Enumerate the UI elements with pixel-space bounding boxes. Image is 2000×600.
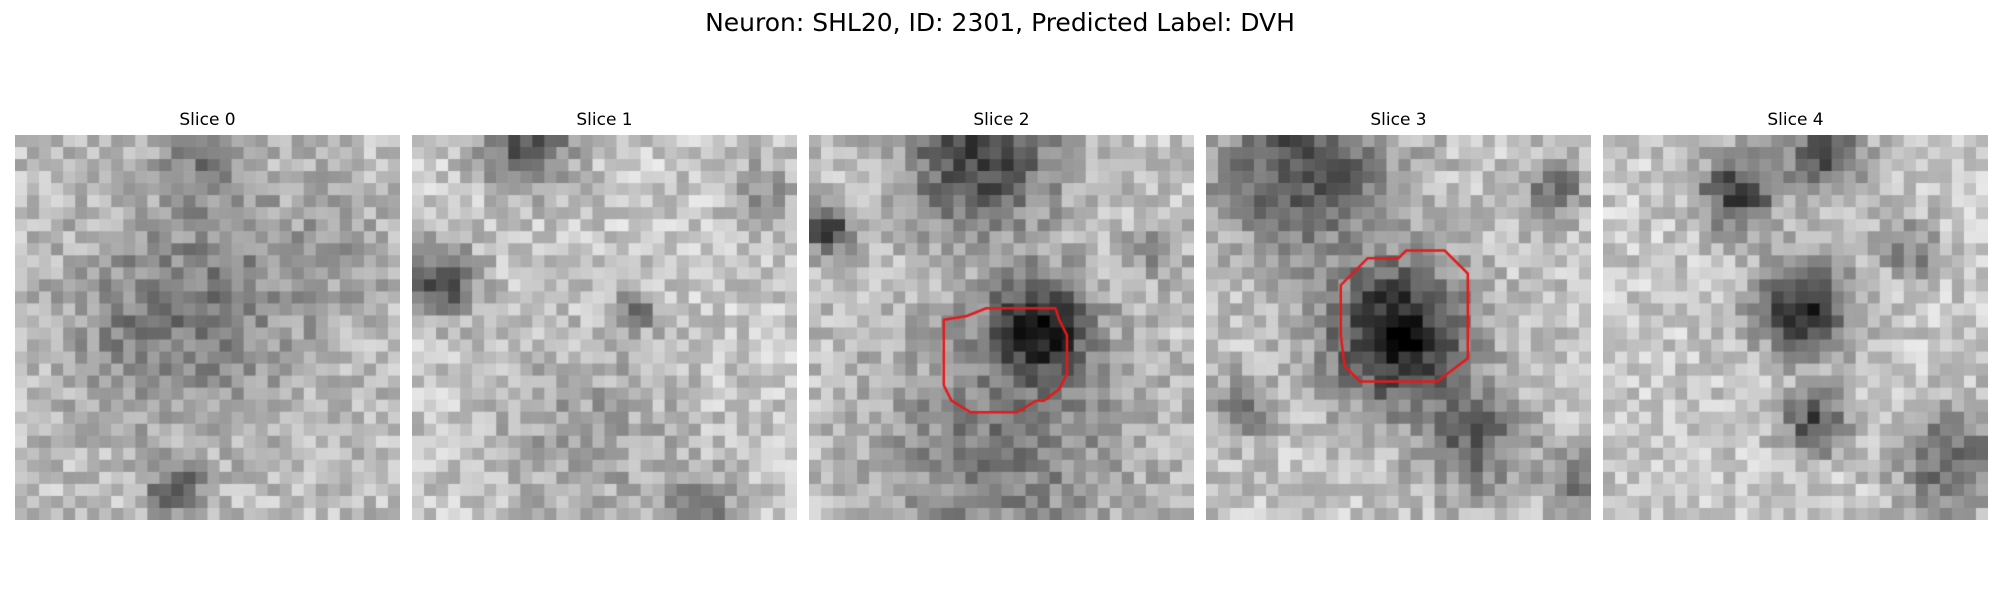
slice-title: Slice 0 [179, 110, 236, 130]
slice-panel-2: Slice 2 [809, 108, 1194, 520]
slice-panel-3: Slice 3 [1206, 108, 1591, 520]
slice-panel-1: Slice 1 [412, 108, 797, 520]
slice-title: Slice 2 [973, 110, 1030, 130]
slice-panel-4: Slice 4 [1603, 108, 1988, 520]
slice-title: Slice 4 [1767, 110, 1824, 130]
slice-panel-0: Slice 0 [15, 108, 400, 520]
slice-title: Slice 1 [576, 110, 633, 130]
slice-image-2 [809, 135, 1194, 520]
figure-title: Neuron: SHL20, ID: 2301, Predicted Label… [705, 8, 1295, 37]
slice-title: Slice 3 [1370, 110, 1427, 130]
slice-image-4 [1603, 135, 1988, 520]
slice-image-1 [412, 135, 797, 520]
slice-image-3 [1206, 135, 1591, 520]
slice-image-0 [15, 135, 400, 520]
